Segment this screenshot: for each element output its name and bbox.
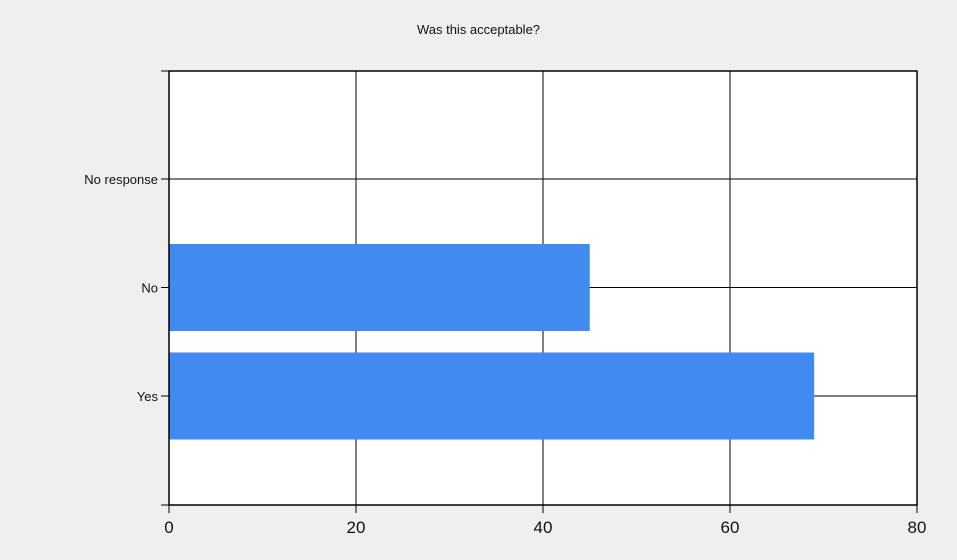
x-tick-label-40: 40 — [534, 518, 553, 537]
x-tick-label-60: 60 — [721, 518, 740, 537]
chart-title: Was this acceptable? — [416, 22, 541, 37]
y-tick-label-no-response: No response — [84, 172, 158, 187]
bar-no — [169, 244, 590, 331]
x-tick-label-0: 0 — [164, 518, 173, 537]
y-tick-label-no: No — [141, 281, 158, 296]
x-tick-label-20: 20 — [347, 518, 366, 537]
bar-yes — [169, 352, 815, 440]
y-tick-label-yes: Yes — [137, 389, 159, 404]
x-tick-label-80: 80 — [908, 518, 927, 537]
